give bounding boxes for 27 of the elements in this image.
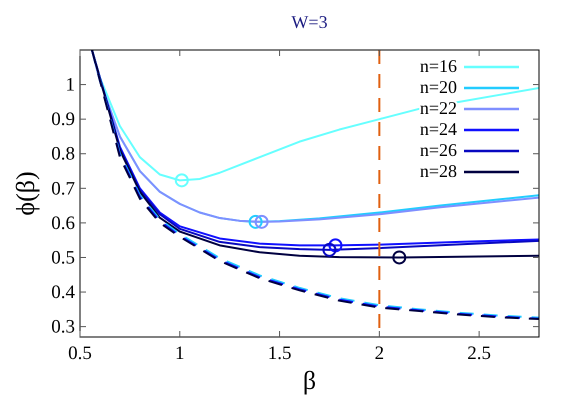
legend-label: n=16 [420,56,457,76]
point [328,238,342,252]
y-axis-title: ϕ(β) [11,171,40,216]
y-tick-label: 0.4 [51,282,76,304]
x-tick-label: 2 [374,343,384,364]
point [322,242,336,257]
y-tick-label: 0.8 [51,144,75,165]
x-tick-label: 2.5 [467,343,492,364]
y-tick-label: 0.9 [51,109,75,130]
y-tick-label: 1 [66,74,75,96]
x-tick-label: 1 [175,343,185,364]
y-tick-label: 0.6 [51,212,75,234]
y-tick-label: 0.7 [51,178,75,200]
x-tick-label: 1.5 [268,343,292,364]
legend-label: n=28 [420,161,457,181]
x-tick-label: 0.5 [68,343,92,364]
y-tick-label: 0.5 [51,247,75,268]
legend-label: n=24 [420,119,457,139]
point [392,250,406,264]
point [174,173,189,188]
legend-label: n=26 [420,140,457,160]
point [248,214,263,229]
point [254,214,269,229]
y-tick-label: 0.3 [51,316,75,338]
legend-label: n=20 [420,77,457,97]
x-axis-title: β [302,366,316,395]
chart-title: W=3 [291,12,328,32]
